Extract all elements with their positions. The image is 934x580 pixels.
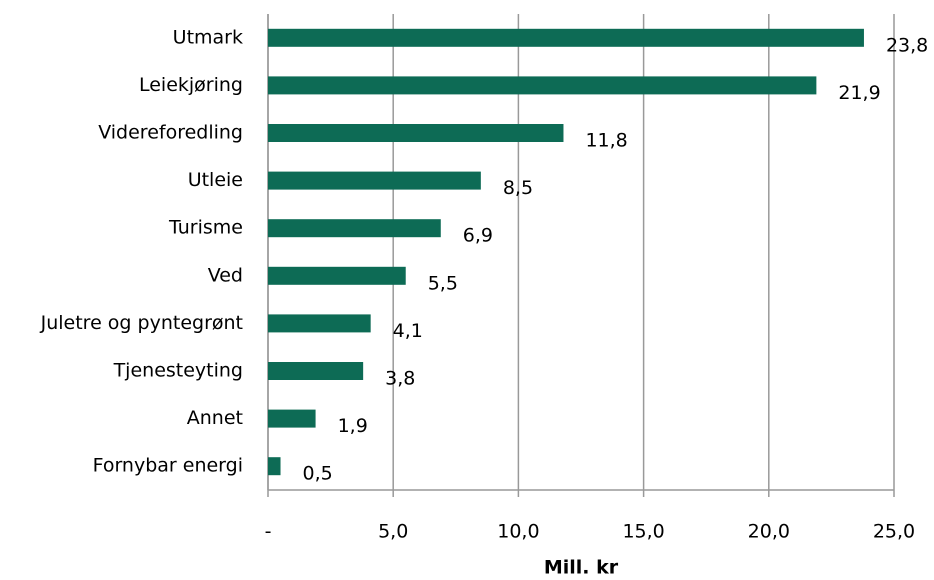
value-label: 21,9 <box>838 82 880 104</box>
y-tick-label: Leiekjøring <box>139 74 243 96</box>
bar <box>268 314 371 333</box>
y-tick-label: Utleie <box>188 169 243 191</box>
value-label: 5,5 <box>428 272 458 294</box>
bar <box>268 457 281 476</box>
x-tick-label: 5,0 <box>378 521 408 543</box>
bar <box>268 124 564 142</box>
bar <box>268 76 817 95</box>
y-tick-label: Tjenesteyting <box>113 360 243 382</box>
y-tick-label: Ved <box>208 264 243 286</box>
value-label: 6,9 <box>463 225 493 247</box>
x-tick-label: 10,0 <box>497 521 539 543</box>
y-tick-label: Juletre og pyntegrønt <box>40 312 243 334</box>
value-label: 3,8 <box>385 368 415 390</box>
x-axis-title: Mill. kr <box>544 557 619 579</box>
bar <box>268 409 316 428</box>
x-tick-label: - <box>265 521 272 543</box>
value-label: 11,8 <box>585 130 627 152</box>
value-label: 0,5 <box>303 463 333 485</box>
x-tick-label: 15,0 <box>622 521 664 543</box>
bar <box>268 266 406 285</box>
bar <box>268 171 481 190</box>
value-label: 8,5 <box>503 177 533 199</box>
x-tick-label: 20,0 <box>748 521 790 543</box>
y-tick-label: Turisme <box>168 217 243 239</box>
value-label: 23,8 <box>886 34 928 56</box>
bar <box>268 219 441 238</box>
value-label: 4,1 <box>393 320 423 342</box>
bar <box>268 362 364 380</box>
x-tick-label: 25,0 <box>873 521 915 543</box>
y-tick-label: Annet <box>187 407 243 429</box>
bar <box>268 28 864 47</box>
y-tick-label: Utmark <box>173 26 243 48</box>
value-label: 1,9 <box>338 415 368 437</box>
y-tick-label: Videreforedling <box>98 122 243 144</box>
y-tick-label: Fornybar energi <box>93 455 243 477</box>
